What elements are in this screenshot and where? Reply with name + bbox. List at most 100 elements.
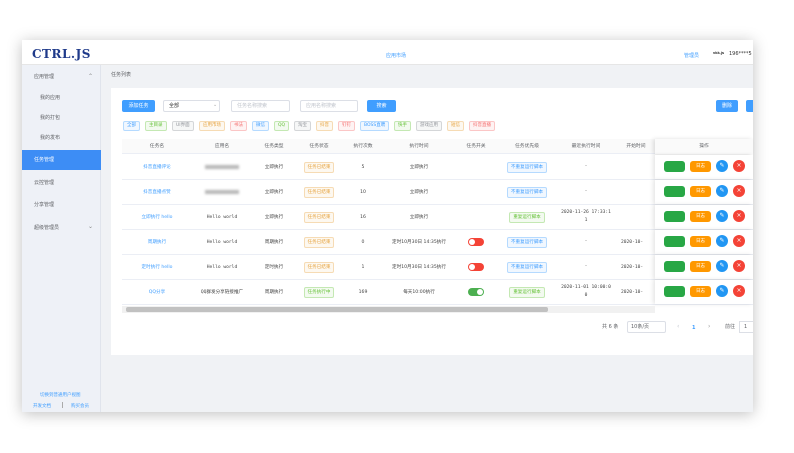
cell-text[interactable]: 立即执行 hello xyxy=(141,215,173,220)
tag[interactable]: 抖音 xyxy=(316,121,333,131)
tag[interactable]: 淘宝 xyxy=(294,121,311,131)
tag[interactable]: 书法 xyxy=(230,121,247,131)
admin[interactable]: 管理员 xyxy=(684,53,700,59)
menu-item[interactable]: 任务管理 xyxy=(34,157,55,163)
log-button[interactable]: 日志 xyxy=(690,161,711,172)
tag[interactable]: 游戏应用 xyxy=(416,121,442,131)
scrollbar-thumb[interactable] xyxy=(126,307,548,312)
search-button[interactable]: 搜索 xyxy=(367,100,396,112)
cell-text[interactable]: 抖音直播点赞 xyxy=(143,190,171,195)
tag[interactable]: BOSS直聘 xyxy=(360,121,390,131)
log-button[interactable]: 日志 xyxy=(690,261,711,272)
search-task[interactable]: 任务名称搜索 xyxy=(231,100,290,112)
cell-text: 16 xyxy=(360,214,366,220)
cell: 5 xyxy=(342,155,384,179)
nav-link[interactable]: 应用市场 xyxy=(386,53,407,59)
edit-button[interactable]: ✎ xyxy=(716,210,728,222)
log-button[interactable]: 日志 xyxy=(690,211,711,222)
tag[interactable]: 应用市场 xyxy=(199,121,225,131)
page[interactable]: 1 xyxy=(692,325,696,331)
run-button[interactable] xyxy=(664,211,685,222)
run-button[interactable] xyxy=(664,186,685,197)
tag[interactable]: 快手 xyxy=(394,121,411,131)
cell-text[interactable]: QQ分享 xyxy=(148,290,166,295)
menu-item[interactable]: 云控管理 xyxy=(34,179,55,186)
cell-text: 5 xyxy=(361,164,365,170)
tag[interactable]: 钉钉 xyxy=(338,121,355,131)
submenu-item[interactable]: 我的打包 xyxy=(40,115,61,121)
tag[interactable]: 全部 xyxy=(123,121,140,131)
cell-text[interactable]: 抖音直播评论 xyxy=(143,165,171,170)
cell: 每天10:00执行 xyxy=(384,280,454,304)
cell: 立即执行 hello xyxy=(122,205,192,229)
column-header: 任务类型 xyxy=(264,144,284,149)
select-caret: ⌄ xyxy=(213,102,218,108)
cell-text: 2020-11-01 10:00:00 xyxy=(561,285,611,298)
status-tag: 任务已结束 xyxy=(303,236,335,248)
cell: 立即执行 xyxy=(252,205,296,229)
delete-icon-button[interactable]: × xyxy=(733,235,745,247)
avatar: vkk.js xyxy=(713,50,725,55)
logo: CTRL.JS xyxy=(32,47,91,61)
cell: 不重复运行脚本 xyxy=(498,255,556,279)
edit-button[interactable]: ✎ xyxy=(716,185,728,197)
delete-icon-button[interactable]: × xyxy=(733,260,745,272)
next[interactable]: › xyxy=(708,323,711,330)
buy-link[interactable]: 购买会员 xyxy=(71,404,89,409)
log-button[interactable]: 日志 xyxy=(690,236,711,247)
tag[interactable]: 短信 xyxy=(447,121,464,131)
add-button[interactable]: 添加任务 xyxy=(122,100,155,112)
column-header: 任务状态 xyxy=(309,144,329,149)
menu-item[interactable]: 分享管理 xyxy=(34,202,55,208)
cell: Hello world xyxy=(192,205,252,229)
cell-text: QQ群发分享链接推广 xyxy=(200,290,244,295)
extra-button[interactable] xyxy=(746,100,753,112)
run-button[interactable] xyxy=(664,161,685,172)
doc-link[interactable]: 开发文档 xyxy=(33,404,51,409)
tag[interactable]: 主目录 xyxy=(145,121,167,131)
prev[interactable]: ‹ xyxy=(677,323,680,330)
delete-button[interactable]: 删除 xyxy=(716,100,738,112)
search-app[interactable]: 应用名称搜索 xyxy=(300,100,358,112)
tag[interactable]: 抖音直播 xyxy=(469,121,495,131)
run-button[interactable] xyxy=(664,236,685,247)
row-border xyxy=(122,229,753,230)
log-button[interactable]: 日志 xyxy=(690,286,711,297)
switch[interactable] xyxy=(468,288,484,296)
delete-icon-button[interactable]: × xyxy=(733,160,745,172)
delete-icon-button[interactable]: × xyxy=(733,185,745,197)
cell: 任务已结束 xyxy=(296,180,342,204)
delete-icon-button[interactable]: × xyxy=(733,285,745,297)
cell-text: Hello world xyxy=(206,239,238,245)
edit-button[interactable]: ✎ xyxy=(716,235,728,247)
switch[interactable] xyxy=(468,263,484,271)
delete-icon-button[interactable]: × xyxy=(733,210,745,222)
tag[interactable]: QQ xyxy=(274,121,290,131)
cell-text: 立即执行 xyxy=(409,215,429,220)
page-size[interactable]: 10条/页 xyxy=(627,321,666,333)
tag[interactable]: UI界面 xyxy=(172,121,194,131)
select[interactable]: 全部 xyxy=(163,100,220,112)
cell-text[interactable]: 周期执行 xyxy=(147,240,167,245)
menu-item[interactable]: 超级管理员 xyxy=(34,224,60,231)
menu-group[interactable]: 应用管理 xyxy=(34,74,55,80)
cell-text: 0 xyxy=(361,239,365,245)
tag[interactable]: 微信 xyxy=(252,121,269,131)
run-button[interactable] xyxy=(664,286,685,297)
edit-button[interactable]: ✎ xyxy=(716,285,728,297)
status-tag: 任务执行中 xyxy=(303,286,335,298)
goto-input[interactable]: 1 xyxy=(739,321,753,333)
run-button[interactable] xyxy=(664,261,685,272)
submenu-item[interactable]: 我的发布 xyxy=(40,135,61,141)
cell-text[interactable]: 定时执行 hello xyxy=(141,265,173,270)
switch[interactable] xyxy=(468,238,484,246)
cell: 定时10月30日 14:35执行 xyxy=(384,230,454,254)
edit-button[interactable]: ✎ xyxy=(716,160,728,172)
log-button[interactable]: 日志 xyxy=(690,186,711,197)
submenu-item[interactable]: 我的应用 xyxy=(40,95,61,101)
blurred-text xyxy=(205,190,239,194)
edit-button[interactable]: ✎ xyxy=(716,260,728,272)
switch-view[interactable]: 切换到普通用户视图 xyxy=(40,393,81,398)
cell-text: - xyxy=(584,239,588,244)
tab[interactable]: 任务列表 xyxy=(111,72,132,78)
